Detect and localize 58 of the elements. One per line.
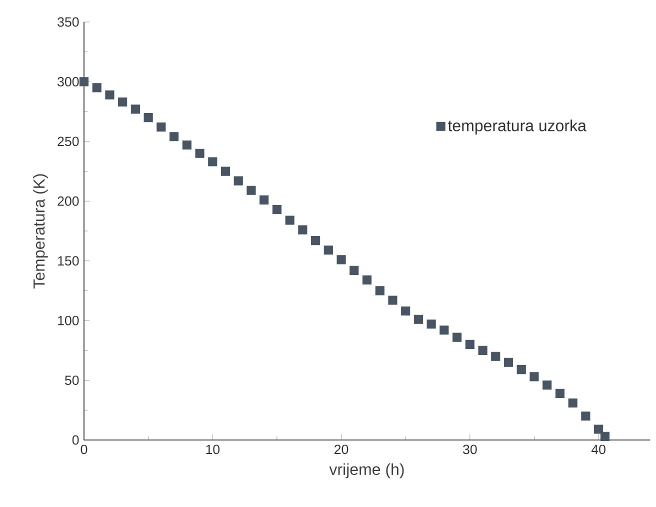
point bbox=[105, 90, 114, 100]
point bbox=[272, 204, 282, 214]
y-tick-label: 300 bbox=[58, 76, 79, 86]
point bbox=[92, 83, 102, 92]
point bbox=[530, 372, 539, 382]
point bbox=[504, 358, 514, 367]
point bbox=[555, 388, 564, 398]
y-axis-title: Temperatura (K) bbox=[32, 174, 48, 288]
point bbox=[465, 340, 474, 349]
point bbox=[426, 320, 436, 329]
x-axis-title: vrijeme (h) bbox=[329, 463, 404, 478]
point bbox=[600, 432, 610, 441]
x-tick-label: 0 bbox=[80, 444, 88, 454]
point bbox=[311, 236, 320, 246]
point bbox=[260, 195, 269, 204]
x-tick-label: 10 bbox=[206, 444, 220, 454]
point bbox=[350, 266, 359, 275]
point bbox=[195, 148, 204, 158]
point bbox=[491, 352, 500, 361]
y-tick-label: 350 bbox=[58, 17, 79, 27]
point bbox=[414, 314, 423, 324]
point bbox=[568, 398, 578, 408]
point bbox=[156, 122, 166, 132]
x-tick-label: 40 bbox=[591, 444, 606, 454]
point bbox=[170, 132, 179, 142]
point bbox=[298, 225, 308, 234]
point bbox=[542, 380, 552, 390]
point bbox=[594, 424, 604, 434]
point bbox=[118, 97, 128, 107]
legend-label: temperatura uzorka bbox=[448, 120, 586, 134]
point bbox=[362, 275, 372, 285]
point bbox=[324, 246, 333, 255]
point bbox=[452, 332, 462, 342]
point bbox=[130, 104, 140, 114]
x-tick-label: 20 bbox=[334, 444, 348, 454]
point bbox=[234, 176, 243, 186]
point bbox=[375, 286, 384, 296]
y-tick-label: 50 bbox=[65, 376, 79, 385]
y-tick-label: 0 bbox=[72, 435, 79, 445]
point bbox=[220, 166, 230, 176]
point bbox=[182, 140, 192, 150]
point bbox=[208, 157, 218, 166]
point bbox=[144, 113, 153, 122]
point bbox=[581, 412, 590, 421]
point bbox=[285, 216, 294, 225]
y-tick-label: 250 bbox=[58, 136, 79, 146]
point bbox=[440, 326, 449, 335]
y-tick-label: 100 bbox=[58, 316, 79, 326]
y-tick-label: 200 bbox=[58, 196, 79, 206]
point bbox=[79, 77, 89, 86]
y-tick-label: 150 bbox=[58, 256, 79, 266]
point bbox=[246, 186, 256, 195]
point bbox=[401, 306, 410, 316]
point bbox=[478, 346, 488, 355]
point bbox=[388, 296, 398, 305]
point bbox=[516, 365, 526, 374]
point bbox=[336, 255, 346, 264]
x-tick-label: 30 bbox=[463, 444, 477, 454]
